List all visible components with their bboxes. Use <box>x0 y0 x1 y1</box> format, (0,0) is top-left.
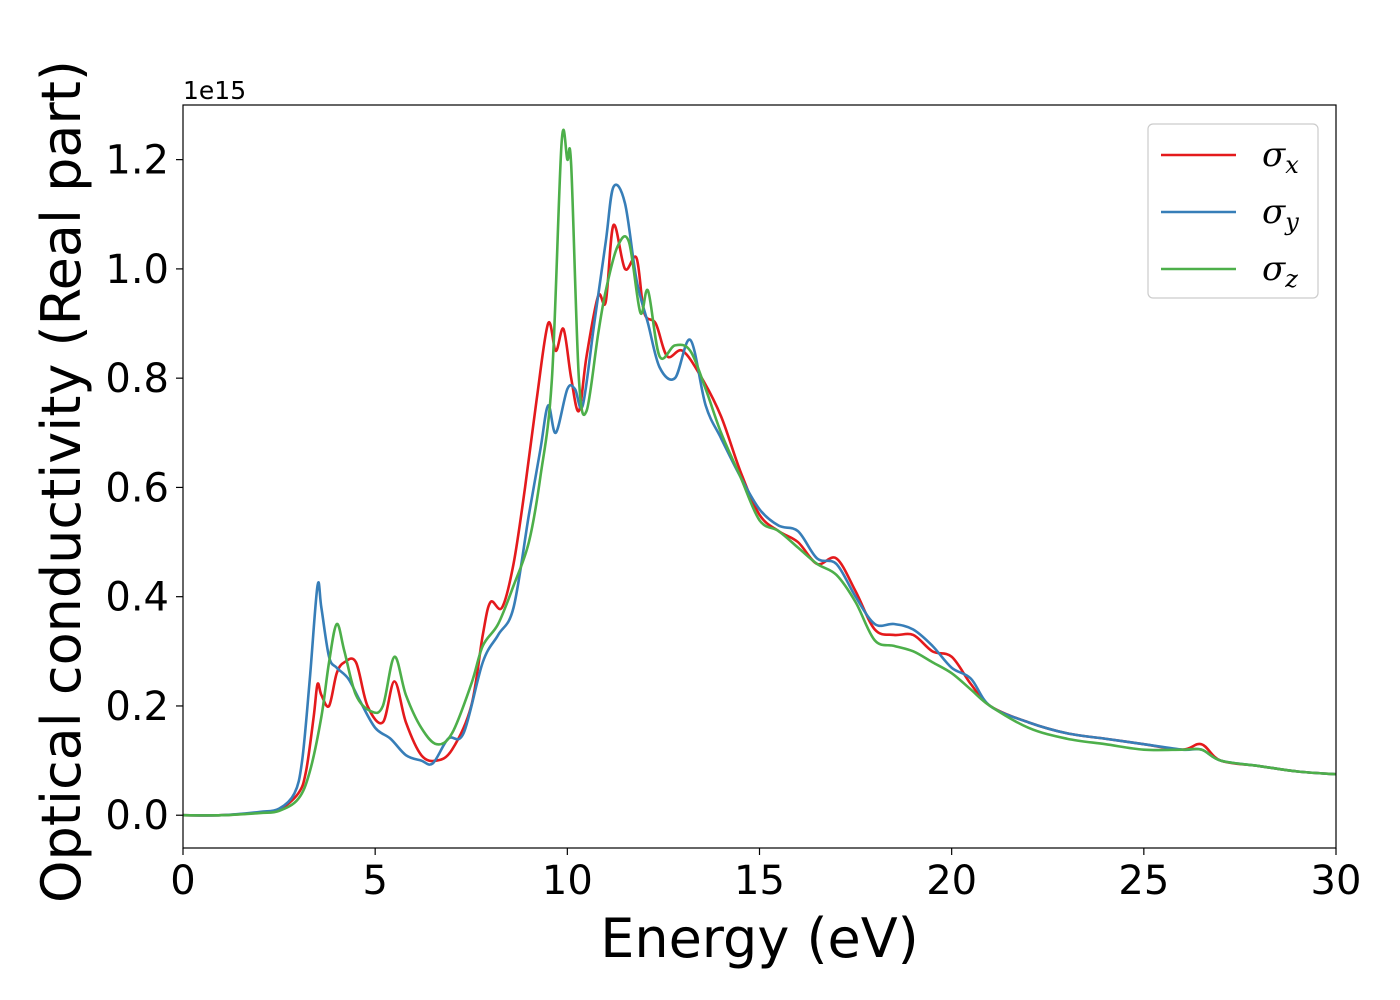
y-tick-label: 0.0 <box>105 793 169 839</box>
series-line-sigma-z <box>182 128 1337 817</box>
series-line-sigma-y <box>182 183 1337 817</box>
x-tick-label: 30 <box>1311 858 1362 904</box>
y-axis-ticks: 0.0 0.2 0.4 0.6 0.8 1.0 1.2 <box>105 138 183 839</box>
y-tick-label: 0.2 <box>105 684 169 730</box>
legend-label-sigma-z: σz <box>1262 249 1298 293</box>
y-tick-label: 1.2 <box>105 138 169 184</box>
x-axis-label: Energy (eV) <box>600 907 919 970</box>
series-layer <box>182 128 1337 817</box>
x-tick-label: 20 <box>926 858 977 904</box>
x-tick-label: 5 <box>362 858 387 904</box>
x-tick-label: 15 <box>734 858 785 904</box>
y-tick-label: 1.0 <box>105 247 169 293</box>
y-offset-label: 1e15 <box>183 76 246 105</box>
x-tick-label: 25 <box>1118 858 1169 904</box>
x-tick-label: 0 <box>170 858 195 904</box>
y-tick-label: 0.8 <box>105 356 169 402</box>
x-axis-ticks: 0 5 10 15 20 25 30 <box>170 848 1361 904</box>
y-axis-label: Optical conductivity (Real part) <box>30 60 93 903</box>
x-tick-label: 10 <box>542 858 593 904</box>
y-tick-label: 0.4 <box>105 575 169 621</box>
y-tick-label: 0.6 <box>105 465 169 511</box>
